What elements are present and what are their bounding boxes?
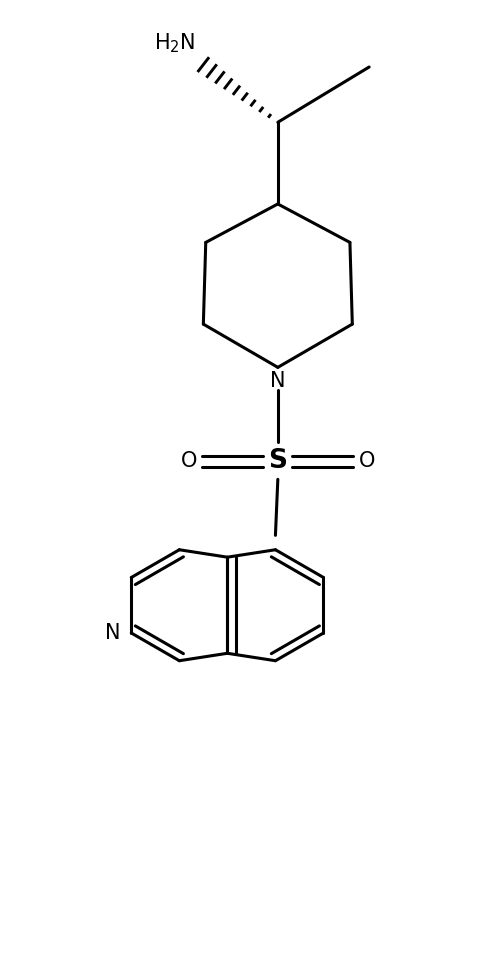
Text: H$_2$N: H$_2$N [154,31,195,55]
Text: S: S [268,448,287,474]
Text: O: O [359,451,375,471]
Text: N: N [270,371,285,391]
Text: N: N [105,623,121,643]
Text: O: O [181,451,197,471]
